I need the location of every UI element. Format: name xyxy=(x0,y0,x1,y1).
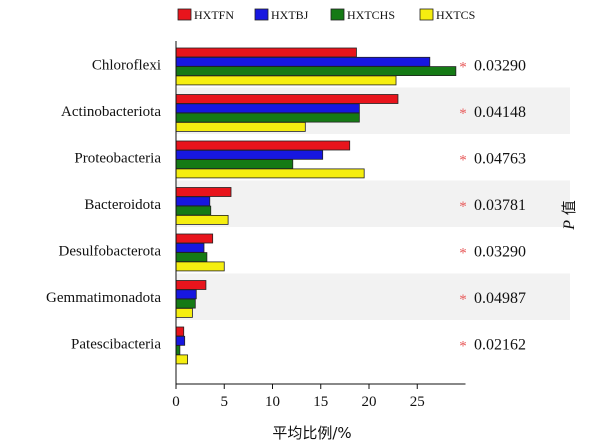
bar-hxtfn-gemmatimonadota xyxy=(175,280,207,290)
legend-label-hxtcs: HXTCS xyxy=(436,8,475,22)
bar-hxtchs-patescibacteria xyxy=(175,345,181,356)
legend-label-hxtbj: HXTBJ xyxy=(271,8,309,22)
category-label: Desulfobacterota xyxy=(59,243,162,259)
x-tick-label: 0 xyxy=(172,394,180,410)
bar-hxtchs-desulfobacterota xyxy=(175,252,208,263)
legend-label-hxtchs: HXTCHS xyxy=(347,8,395,22)
bar-hxtcs-chloroflexi xyxy=(175,75,397,86)
category-label: Actinobacteriota xyxy=(61,104,161,120)
bar-hxtbj-actinobacteriota xyxy=(175,103,360,114)
bar-hxtcs-patescibacteria xyxy=(175,354,188,365)
significance-star: * xyxy=(459,199,467,215)
bar-hxtbj-chloroflexi xyxy=(175,56,431,67)
category-label: Proteobacteria xyxy=(74,150,161,166)
bar-hxtbj-proteobacteria xyxy=(175,149,324,160)
x-tick-label: 25 xyxy=(410,394,425,410)
bar-hxtbj-bacteroidota xyxy=(175,196,211,207)
bar-hxtfn-patescibacteria xyxy=(175,326,185,337)
p-value-label: 0.04763 xyxy=(474,150,526,167)
bar-hxtcs-bacteroidota xyxy=(175,214,229,225)
legend-swatch-hxtfn xyxy=(177,8,192,21)
significance-star: * xyxy=(459,59,467,75)
x-tick-label: 10 xyxy=(265,394,280,410)
category-labels: Chloroflexi Actinobacteriota Proteobacteri… xyxy=(46,57,161,352)
x-tick-label: 20 xyxy=(362,394,377,410)
bar-hxtchs-actinobacteriota xyxy=(175,112,360,123)
p-value-label: 0.04148 xyxy=(474,104,526,121)
legend-swatch-hxtchs xyxy=(330,8,345,21)
row-band xyxy=(176,273,570,320)
bar-hxtcs-gemmatimonadota xyxy=(175,307,193,318)
significance-star: * xyxy=(459,292,467,308)
bar-hxtchs-gemmatimonadota xyxy=(175,298,196,309)
x-axis: 0 5 10 15 20 25 xyxy=(172,41,466,410)
legend-swatch-hxtcs xyxy=(419,8,434,21)
significance-star: * xyxy=(459,152,467,168)
bar-hxtcs-desulfobacterota xyxy=(175,261,225,272)
bar-hxtfn-desulfobacterota xyxy=(175,233,214,244)
bar-hxtfn-chloroflexi xyxy=(175,47,357,58)
bar-hxtfn-proteobacteria xyxy=(175,140,351,151)
bar-hxtfn-actinobacteriota xyxy=(175,94,399,104)
legend-label-hxtfn: HXTFN xyxy=(194,8,234,22)
significance-star: * xyxy=(459,106,467,122)
category-label: Bacteroidota xyxy=(84,197,161,213)
p-value-label: 0.03781 xyxy=(474,197,526,214)
bar-hxtbj-patescibacteria xyxy=(175,335,186,346)
category-label: Patescibacteria xyxy=(71,336,161,352)
significance-star: * xyxy=(459,245,467,261)
bar-hxtchs-chloroflexi xyxy=(175,66,457,76)
category-label: Gemmatimonadota xyxy=(46,290,161,306)
y-axis-label-italic: P xyxy=(561,220,578,231)
x-axis-label: 平均比例/% xyxy=(272,424,351,442)
bar-hxtbj-desulfobacterota xyxy=(175,242,205,253)
x-tick-label: 5 xyxy=(221,394,229,410)
p-value-label: 0.03290 xyxy=(474,57,526,74)
bar-hxtbj-gemmatimonadota xyxy=(175,289,197,300)
bar-hxtcs-actinobacteriota xyxy=(175,122,306,132)
x-tick-label: 15 xyxy=(313,394,328,410)
bar-hxtchs-bacteroidota xyxy=(175,205,212,216)
legend-swatch-hxtbj xyxy=(254,8,269,21)
p-values: * 0.03290 * 0.04148 * 0.04763 * 0.03781 * 0.03290… xyxy=(459,57,526,354)
bar-hxtcs-proteobacteria xyxy=(175,168,365,179)
category-label: Chloroflexi xyxy=(92,57,161,73)
p-value-label: 0.03290 xyxy=(474,243,526,260)
bar-hxtchs-proteobacteria xyxy=(175,159,294,170)
significance-star: * xyxy=(459,338,467,354)
p-value-label: 0.02162 xyxy=(474,336,526,353)
p-value-label: 0.04987 xyxy=(474,290,526,307)
y-axis-label: P 值 xyxy=(560,200,578,231)
row-band xyxy=(176,180,570,227)
y-axis-label-rest: 值 xyxy=(560,200,578,220)
legend: HXTFN HXTBJ HXTCHS HXTCS xyxy=(177,8,475,22)
bar-hxtfn-bacteroidota xyxy=(175,187,232,197)
